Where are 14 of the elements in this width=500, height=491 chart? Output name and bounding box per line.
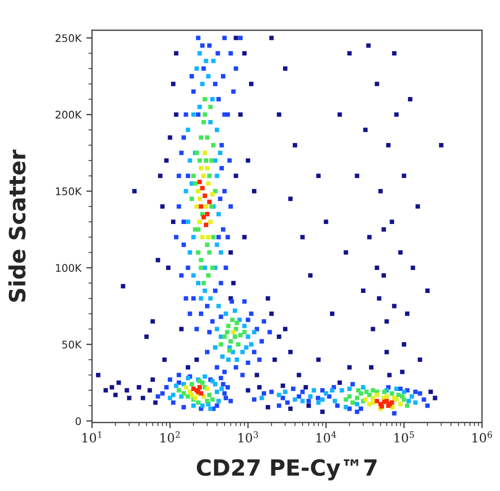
y-axis-title: Side Scatter (8, 150, 26, 302)
y-tick-label: 200K (56, 110, 82, 119)
y-tick-label: 150K (56, 187, 82, 196)
y-tick-label: 0 (76, 417, 81, 426)
x-tick-label: 10$^{3}$ (238, 431, 258, 443)
x-tick-label: 10$^{5}$ (394, 431, 414, 443)
y-tick-label: 50K (62, 340, 82, 348)
x-tick-label: 10$^{2}$ (160, 431, 180, 443)
x-tick-label: 10$^{1}$ (82, 431, 102, 443)
x-tick-label: 10$^{6}$ (472, 431, 492, 443)
y-tick-label: 250K (56, 34, 82, 42)
x-axis-title: CD27 PE-Cy™7 (196, 459, 377, 480)
x-tick-label: 10$^{4}$ (316, 431, 336, 443)
y-tick-label: 100K (56, 264, 82, 272)
